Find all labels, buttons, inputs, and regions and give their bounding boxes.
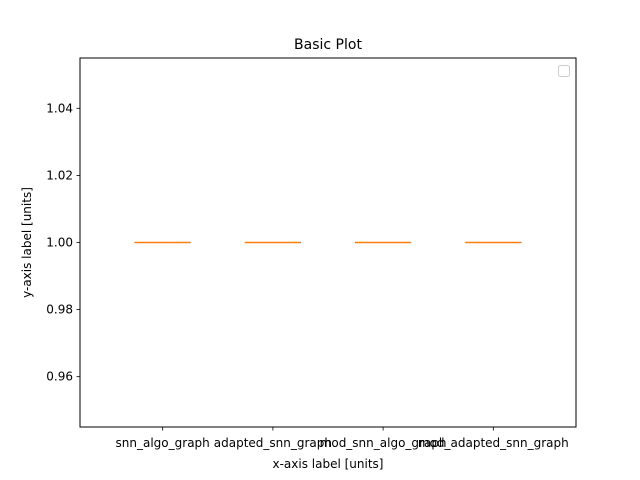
x-axis-label: x-axis label [units] xyxy=(273,457,384,471)
x-tick-label: mod_snn_algo_graph xyxy=(320,436,447,450)
x-tick-label: snn_algo_graph xyxy=(116,436,210,450)
y-tick-label: 0.96 xyxy=(46,370,73,384)
chart-title: Basic Plot xyxy=(294,37,362,53)
x-tick-label: mod_adapted_snn_graph xyxy=(418,436,569,450)
y-tick-label: 0.98 xyxy=(46,303,73,317)
x-axis: snn_algo_graph adapted_snn_graphmod_snn_a… xyxy=(116,427,569,450)
y-axis-label: y-axis label [units] xyxy=(20,187,34,298)
y-tick-label: 1.04 xyxy=(46,101,73,115)
legend-box xyxy=(558,65,570,77)
axes-frame xyxy=(79,57,577,428)
y-tick-label: 1.02 xyxy=(46,168,73,182)
x-tick-label: adapted_snn_graph xyxy=(214,436,332,450)
y-axis: 0.96 0.98 1.00 1.02 1.04 xyxy=(46,101,80,384)
y-tick-label: 1.00 xyxy=(46,236,73,250)
